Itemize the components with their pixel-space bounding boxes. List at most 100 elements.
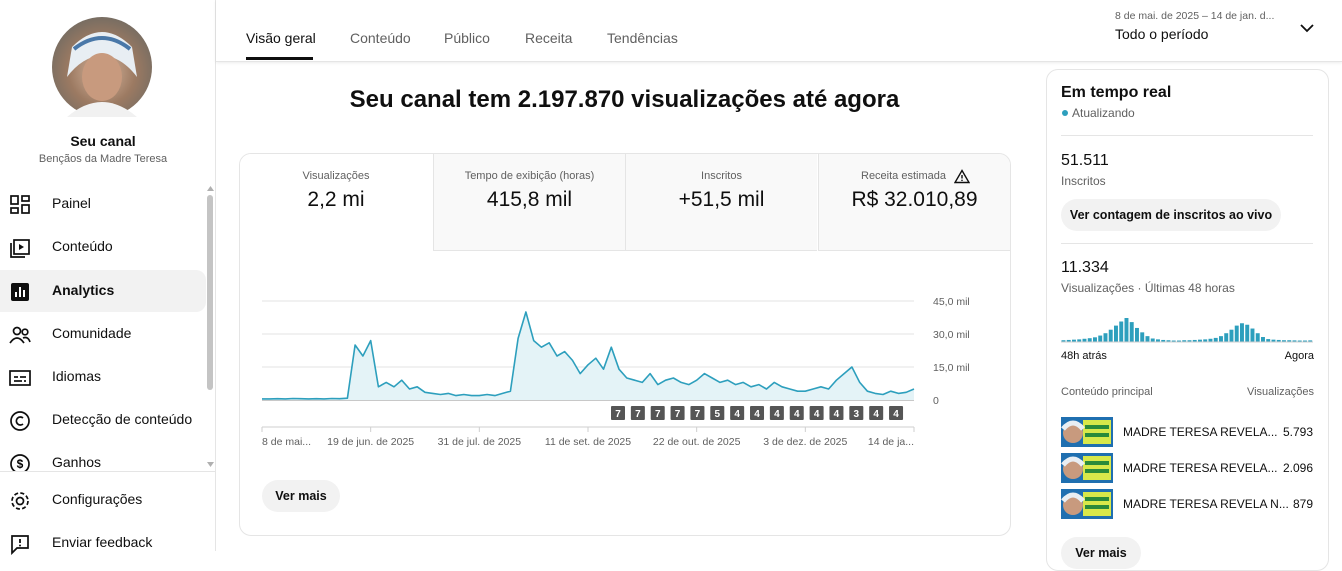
divider	[0, 471, 215, 472]
marker-box	[889, 406, 904, 420]
top-content-header: Conteúdo principal	[1061, 386, 1153, 398]
upload-marker[interactable]: 4	[889, 406, 904, 420]
marker-count: 7	[695, 409, 701, 420]
upload-marker[interactable]: 4	[789, 406, 804, 420]
bar	[1114, 325, 1118, 342]
date-selector[interactable]: 8 de mai. de 2025 – 14 de jan. d... Todo…	[1115, 6, 1325, 50]
overview-card: Visualizações 2,2 mi Tempo de exibição (…	[239, 153, 1011, 536]
top-content-row[interactable]: MADRE TERESA REVELA... 2.096	[1061, 453, 1313, 485]
upload-marker[interactable]: 3	[849, 406, 864, 420]
bar	[1213, 337, 1218, 342]
bar	[1297, 340, 1302, 342]
chevron[interactable]	[1299, 21, 1315, 35]
nav-item[interactable]: Idiomas	[0, 356, 206, 398]
upload-marker[interactable]: 4	[829, 406, 844, 420]
metric[interactable]: Tempo de exibição (horas) 415,8 mil	[433, 154, 625, 251]
bar	[1192, 339, 1197, 342]
bar	[1187, 340, 1192, 342]
bar	[1103, 333, 1108, 342]
nav-item[interactable]: Detecção de conteúdo	[0, 399, 206, 441]
warning-icon[interactable]	[954, 169, 970, 184]
tab[interactable]: Receita	[525, 30, 573, 46]
upload-marker[interactable]: 7	[611, 406, 625, 420]
upload-marker[interactable]: 4	[730, 406, 745, 420]
bar	[1082, 338, 1087, 342]
marker-count: 5	[715, 409, 721, 420]
nav-item[interactable]: Enviar feedback	[0, 522, 206, 564]
upload-marker[interactable]: 7	[630, 406, 645, 420]
bar	[1166, 340, 1171, 342]
nav-item[interactable]: Configurações	[0, 479, 206, 521]
upload-marker[interactable]: 4	[869, 406, 884, 420]
icon: $	[10, 454, 30, 471]
line-area	[262, 312, 914, 400]
tab[interactable]: Visão geral	[246, 30, 316, 46]
bar	[1261, 337, 1265, 342]
bar	[1135, 327, 1139, 342]
nav-label: Configurações	[52, 491, 143, 507]
marker-count: 4	[873, 409, 879, 420]
start-label: 48h atrás	[1061, 350, 1107, 362]
divider	[1061, 243, 1313, 244]
nav-item[interactable]: $ Ganhos	[0, 442, 206, 471]
nav-item[interactable]: Painel	[0, 183, 206, 225]
x-tick-label: 14 de ja...	[868, 436, 914, 448]
svg-text:$: $	[17, 457, 24, 471]
bar	[1129, 322, 1134, 342]
top-content-row[interactable]: MADRE TERESA REVELA... 5.793	[1061, 417, 1313, 449]
upload-marker[interactable]: 7	[650, 406, 665, 420]
x-tick-label: 19 de jun. de 2025	[327, 436, 414, 448]
nav-item[interactable]: Conteúdo	[0, 226, 206, 268]
bar	[1140, 332, 1145, 342]
metric[interactable]: Visualizações 2,2 mi	[240, 154, 432, 251]
metric[interactable]: Inscritos +51,5 mil	[625, 154, 817, 251]
nav-item[interactable]: Comunidade	[0, 313, 206, 355]
nav-label: Idiomas	[52, 368, 102, 384]
realtime-status: Atualizando	[1072, 106, 1135, 120]
bar	[1087, 338, 1092, 342]
tab[interactable]: Público	[444, 30, 490, 46]
marker-box	[829, 406, 844, 420]
marker-count: 4	[834, 409, 840, 420]
bar	[1250, 328, 1255, 342]
x-tick-label: 8 de mai...	[262, 436, 311, 448]
metric-value: +51,5 mil	[678, 188, 765, 211]
tab[interactable]: Conteúdo	[350, 30, 411, 46]
bar	[1161, 339, 1166, 342]
x-tick-label: 22 de out. de 2025	[653, 436, 741, 448]
marker-box	[710, 406, 725, 420]
tab[interactable]: Tendências	[607, 30, 678, 46]
upload-marker[interactable]: 4	[809, 406, 824, 420]
metric[interactable]: Receita estimada R$ 32.010,89	[818, 154, 1010, 251]
upload-marker[interactable]: 4	[769, 406, 784, 420]
marker-box	[730, 406, 745, 420]
nav-item-active[interactable]: Analytics	[0, 270, 206, 312]
marker-box	[750, 406, 765, 420]
icon	[9, 370, 31, 386]
y-tick-label: 15,0 mil	[933, 362, 970, 374]
see-more-button[interactable]: Ver mais	[1061, 537, 1141, 569]
bar	[1208, 338, 1213, 342]
bar	[1266, 339, 1271, 342]
bar	[1119, 321, 1124, 342]
bar	[1182, 340, 1187, 342]
nav-label: Painel	[52, 195, 91, 211]
bar	[1276, 339, 1281, 342]
icon	[11, 492, 29, 510]
upload-marker[interactable]: 5	[710, 406, 725, 420]
end-label: Agora	[1284, 350, 1314, 362]
bar	[1098, 335, 1103, 342]
x-tick-label: 3 de dez. de 2025	[763, 436, 847, 448]
views-label: Visualizações · Últimas 48 horas	[1061, 281, 1235, 295]
live-count-button[interactable]: Ver contagem de inscritos ao vivo	[1061, 199, 1281, 231]
scrollbar[interactable]	[207, 195, 213, 390]
top-content-row[interactable]: MADRE TERESA REVELA N... 879	[1061, 489, 1313, 521]
see-more-button[interactable]: Ver mais	[262, 480, 340, 512]
bar	[1219, 336, 1223, 342]
upload-marker[interactable]: 7	[670, 406, 685, 420]
upload-marker[interactable]: 7	[690, 406, 705, 420]
date-period: Todo o período	[1115, 26, 1209, 42]
avatar[interactable]	[52, 17, 152, 117]
upload-marker[interactable]: 4	[750, 406, 765, 420]
